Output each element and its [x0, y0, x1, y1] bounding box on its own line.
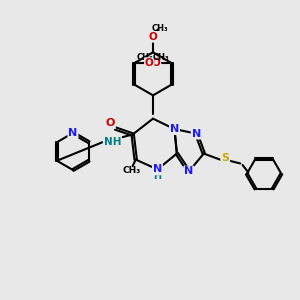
Text: NH: NH: [103, 136, 121, 147]
Text: S: S: [221, 153, 229, 164]
Text: N: N: [153, 164, 162, 174]
Text: N: N: [192, 129, 201, 139]
Text: O: O: [145, 58, 154, 68]
Text: O: O: [148, 32, 158, 42]
Text: CH₃: CH₃: [151, 24, 168, 33]
Text: N: N: [170, 124, 179, 134]
Text: CH₃: CH₃: [152, 52, 169, 62]
Text: N: N: [68, 128, 78, 138]
Text: O: O: [152, 58, 161, 68]
Text: N: N: [184, 167, 194, 176]
Text: CH₃: CH₃: [122, 167, 140, 176]
Text: CH₃: CH₃: [136, 52, 153, 62]
Text: H: H: [153, 171, 161, 181]
Text: O: O: [106, 118, 115, 128]
